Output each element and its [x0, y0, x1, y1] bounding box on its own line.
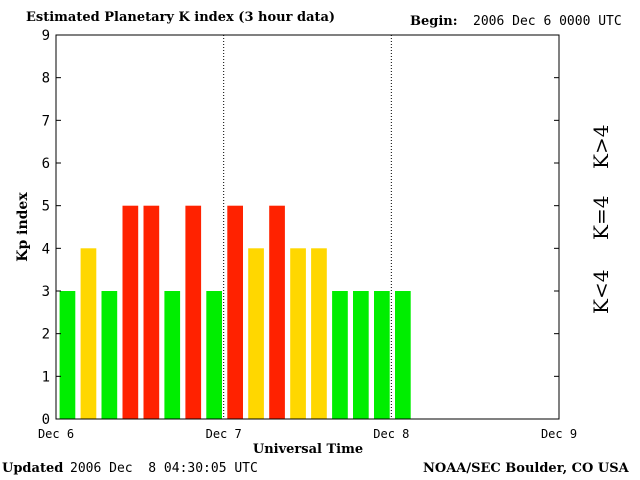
updated-label: Updated: [2, 461, 64, 476]
begin-value: 2006 Dec 6 0000 UTC: [473, 14, 622, 29]
y-tick-label-1: 1: [42, 369, 50, 385]
bars-group: [59, 205, 411, 419]
legend-mid: K=4: [589, 195, 613, 240]
kp-bar-2: [101, 291, 118, 419]
kp-bar-8: [227, 205, 243, 419]
plot-frame: [55, 34, 560, 420]
chart-title: Estimated Planetary K index (3 hour data…: [26, 10, 336, 25]
y-tick-label-0: 0: [42, 412, 50, 428]
y-tick-label-9: 9: [42, 28, 50, 44]
x-axis-label: Universal Time: [253, 442, 363, 457]
kp-bar-1: [80, 248, 97, 419]
kp-bar-9: [248, 248, 264, 419]
x-tick-label-2: Dec 8: [373, 427, 409, 441]
y-axis-ticks: 0 1 2 3 4 5 6 7 8 9: [42, 28, 559, 428]
x-tick-label-3: Dec 9: [541, 427, 577, 441]
kp-bar-4: [143, 205, 160, 419]
y-axis-label: Kp index: [15, 192, 31, 262]
y-tick-label-7: 7: [42, 113, 50, 129]
day-separators: [223, 35, 392, 419]
kp-bar-15: [374, 291, 390, 419]
y-tick-label-3: 3: [42, 284, 50, 300]
kp-bar-6: [185, 205, 202, 419]
kp-bar-5: [164, 291, 181, 419]
kp-bar-11: [290, 248, 306, 419]
kp-bar-3: [122, 205, 139, 419]
kp-bar-14: [353, 291, 369, 419]
credit-text: NOAA/SEC Boulder, CO USA: [423, 461, 629, 476]
kp-bar-10: [269, 205, 285, 419]
x-axis-ticks: Dec 6 Dec 7 Dec 8 Dec 9: [38, 427, 577, 441]
begin-label: Begin:: [410, 14, 458, 29]
kp-bar-16: [395, 291, 411, 419]
kp-bar-12: [311, 248, 327, 419]
x-tick-label-1: Dec 7: [206, 427, 242, 441]
updated-value: 2006 Dec 8 04:30:05 UTC: [70, 461, 258, 476]
legend-high: K>4: [589, 124, 613, 169]
y-tick-label-2: 2: [42, 327, 50, 343]
kp-bar-7: [206, 291, 222, 419]
legend-low: K<4: [589, 269, 613, 314]
x-tick-label-0: Dec 6: [38, 427, 74, 441]
kp-bar-13: [332, 291, 348, 419]
y-tick-label-4: 4: [42, 241, 50, 257]
y-tick-label-8: 8: [42, 71, 50, 87]
y-tick-label-5: 5: [42, 199, 50, 215]
y-tick-label-6: 6: [42, 156, 50, 172]
kp-bar-0: [59, 291, 76, 419]
